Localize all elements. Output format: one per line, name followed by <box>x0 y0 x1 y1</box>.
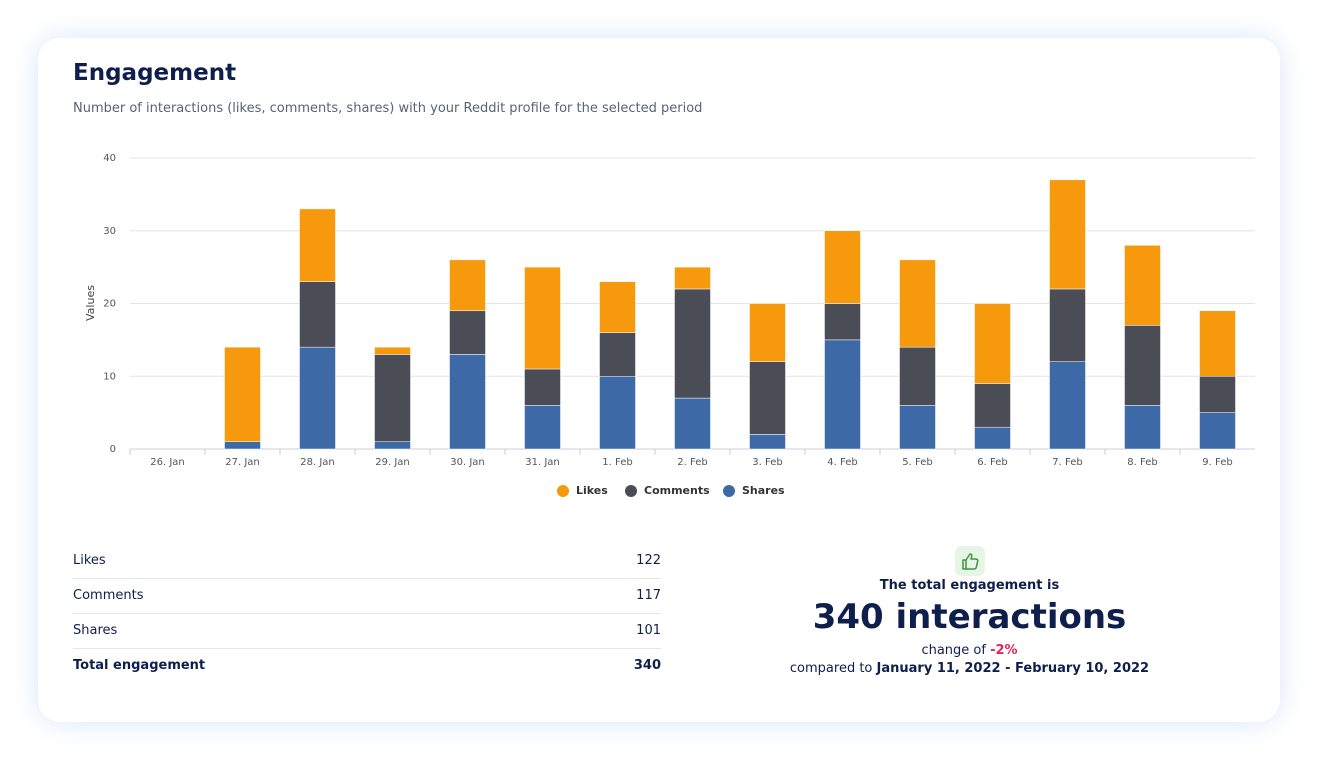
x-tick-label: 28. Jan <box>300 457 335 468</box>
table-row: Likes 122 <box>73 544 661 579</box>
row-label: Likes <box>73 553 106 568</box>
compare-prefix: compared to <box>789 661 873 676</box>
totals-table: Likes 122 Comments 117 Shares 101 Total engage… <box>73 544 661 683</box>
bar-segment <box>374 346 411 355</box>
y-axis-label: Values <box>84 285 97 321</box>
x-tick-label: 8. Feb <box>1127 457 1157 468</box>
bar-segment <box>599 281 636 333</box>
compare-range: January 11, 2022 - February 10, 2022 <box>876 661 1150 676</box>
card-subtitle: Number of interactions (likes, comments,… <box>73 101 703 116</box>
row-label: Shares <box>73 623 118 638</box>
bar-segment <box>299 281 336 348</box>
bar-segment <box>599 332 636 377</box>
legend-marker <box>557 485 569 497</box>
summary-lead: The total engagement is <box>879 578 1060 593</box>
bar-segment <box>824 230 861 304</box>
row-value: 340 <box>633 658 661 673</box>
x-tick-label: 27. Jan <box>225 457 260 468</box>
table-row: Total engagement 340 <box>73 649 661 683</box>
x-tick-label: 1. Feb <box>602 457 632 468</box>
row-value: 101 <box>636 623 661 638</box>
bar-segment <box>674 288 711 399</box>
x-tick-label: 26. Jan <box>150 457 185 468</box>
bar-segment <box>1124 405 1161 450</box>
bar-segment <box>749 434 786 450</box>
bar-segment <box>674 266 711 290</box>
bar-segment <box>524 266 561 370</box>
x-tick-label: 3. Feb <box>752 457 782 468</box>
bar-segment <box>599 376 636 450</box>
row-value: 117 <box>636 588 661 603</box>
bar-segment <box>299 208 336 282</box>
x-tick-label: 2. Feb <box>677 457 707 468</box>
bar-segment <box>899 259 936 348</box>
bar-segment <box>1124 325 1161 406</box>
bar-segment <box>1199 310 1236 377</box>
bar-segment <box>824 303 861 341</box>
legend-label: Likes <box>576 484 608 497</box>
bar-segment <box>824 339 861 450</box>
bar-segment <box>524 368 561 406</box>
row-label: Comments <box>73 588 144 603</box>
bar-segment <box>674 397 711 450</box>
bar-segment <box>749 361 786 435</box>
bar-segment <box>449 310 486 355</box>
row-label: Total engagement <box>73 658 206 673</box>
summary-headline: 340 interactions <box>812 597 1127 637</box>
y-tick-label: 10 <box>103 371 116 382</box>
change-prefix: change of <box>921 643 986 658</box>
bar-segment <box>449 259 486 312</box>
bar-segment <box>299 346 336 450</box>
legend-marker <box>625 485 637 497</box>
x-tick-label: 5. Feb <box>902 457 932 468</box>
card-title: Engagement <box>73 60 237 86</box>
bar-segment <box>1124 245 1161 326</box>
y-tick-label: 0 <box>110 444 116 455</box>
bar-segment <box>224 441 261 450</box>
y-tick-label: 40 <box>103 153 116 164</box>
x-tick-label: 7. Feb <box>1052 457 1082 468</box>
bar-segment <box>974 303 1011 384</box>
bar-segment <box>374 441 411 450</box>
bar-segment <box>1049 288 1086 362</box>
legend-label: Shares <box>742 484 785 497</box>
bar-segment <box>1049 361 1086 450</box>
bar-segment <box>1199 376 1236 413</box>
y-tick-label: 30 <box>103 226 116 237</box>
x-tick-label: 9. Feb <box>1202 457 1232 468</box>
bar-segment <box>374 354 411 442</box>
compare-line: compared to January 11, 2022 - February … <box>738 661 1201 676</box>
thumbs-up-icon <box>954 546 985 576</box>
table-row: Shares 101 <box>73 614 661 649</box>
chart: Values 0 10 20 30 40 26. Jan 27. Jan 28. Jan 29.… <box>84 153 1255 497</box>
bar-segment <box>224 346 261 442</box>
x-tick-label: 30. Jan <box>450 457 485 468</box>
bar-segment <box>974 383 1011 428</box>
x-tick-label: 6. Feb <box>977 457 1007 468</box>
bar-segment <box>1199 412 1236 450</box>
bar-segment <box>524 405 561 450</box>
summary: The total engagement is 340 interactions… <box>738 546 1201 676</box>
x-tick-label: 4. Feb <box>827 457 857 468</box>
bar-segment <box>899 405 936 450</box>
change-value: -2% <box>990 643 1018 658</box>
row-value: 122 <box>636 553 661 568</box>
bar-segment <box>749 303 786 362</box>
x-tick-label: 31. Jan <box>525 457 560 468</box>
x-tick-label: 29. Jan <box>375 457 410 468</box>
bar-segment <box>1049 179 1086 290</box>
thumbs-up <box>961 553 979 570</box>
bar-segment <box>449 354 486 450</box>
legend-label: Comments <box>644 484 710 497</box>
table-row: Comments 117 <box>73 579 661 614</box>
legend-marker <box>723 485 735 497</box>
change-line: change of -2% <box>738 643 1201 658</box>
y-tick-label: 20 <box>103 299 116 310</box>
bar-segment <box>974 426 1011 450</box>
bar-segment <box>899 346 936 406</box>
